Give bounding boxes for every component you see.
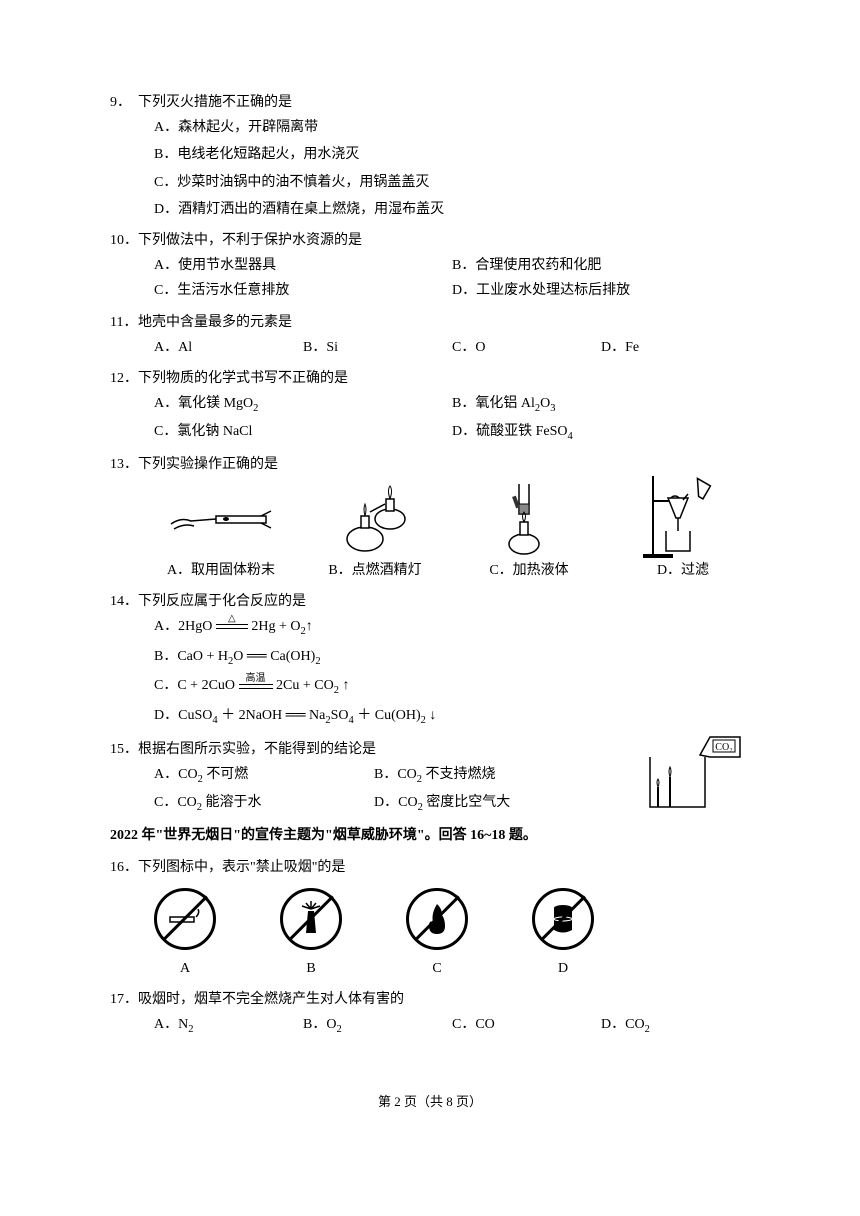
question-11: 11． 地壳中含量最多的元素是 A．Al B．Si C．O D．Fe (110, 310, 750, 360)
q12-stem: 下列物质的化学式书写不正确的是 (138, 366, 750, 391)
q11-opt-a: A．Al (154, 335, 303, 360)
q15-opt-c: C．CO2 能溶于水 (154, 790, 374, 818)
q17-opt-a: A．N2 (154, 1012, 303, 1040)
q16-item-a: A (154, 888, 216, 981)
question-9: 9． 下列灭火措施不正确的是 A．森林起火，开辟隔离带 B．电线老化短路起火，用… (110, 90, 750, 222)
q13-item-a: A．取用固体粉末 (154, 484, 288, 583)
q13-item-b: B．点燃酒精灯 (308, 484, 442, 583)
q12-opt-b: B．氧化铝 Al2O3 (452, 391, 750, 419)
q10-number: 10． (110, 228, 138, 253)
lab-filtration-icon (616, 484, 750, 554)
q9-number: 9． (110, 90, 138, 115)
q15-opt-d: D．CO2 密度比空气大 (374, 790, 594, 818)
q16-label-b: B (280, 956, 342, 981)
q9-stem: 下列灭火措施不正确的是 (138, 90, 750, 115)
q15-opt-b: B．CO2 不支持燃烧 (374, 762, 594, 790)
question-15: CO₂ 15． 根据右图所示实验，不能得到的结论是 A．CO2 不可燃 B．CO… (110, 737, 750, 818)
lab-powder-icon (154, 484, 288, 554)
q10-opt-d: D．工业废水处理达标后排放 (452, 278, 750, 303)
q10-opt-b: B．合理使用农药和化肥 (452, 253, 750, 278)
lab-heating-liquid-icon (462, 484, 596, 554)
q17-number: 17． (110, 987, 138, 1012)
q15-number: 15． (110, 737, 138, 762)
q11-opt-d: D．Fe (601, 335, 750, 360)
q9-opt-a: A．森林起火，开辟隔离带 (154, 115, 750, 140)
q10-opt-a: A．使用节水型器具 (154, 253, 452, 278)
q11-number: 11． (110, 310, 138, 335)
q12-opt-c: C．氯化钠 NaCl (154, 419, 452, 447)
q13-label-c: C．加热液体 (462, 558, 596, 583)
q14-number: 14． (110, 589, 138, 614)
q9-opt-d: D．酒精灯洒出的酒精在桌上燃烧，用湿布盖灭 (154, 197, 750, 222)
q13-number: 13． (110, 452, 138, 477)
q16-stem: 下列图标中，表示"禁止吸烟"的是 (138, 855, 750, 880)
q11-opt-b: B．Si (303, 335, 452, 360)
passage-text: 2022 年"世界无烟日"的宣传主题为"烟草威胁环境"。回答 16~18 题。 (110, 823, 750, 848)
q16-item-d: D (532, 888, 594, 981)
question-17: 17． 吸烟时，烟草不完全燃烧产生对人体有害的 A．N2 B．O2 C．CO D… (110, 987, 750, 1040)
no-smoking-icon (154, 888, 216, 950)
q16-label-c: C (406, 956, 468, 981)
q13-item-d: D．过滤 (616, 484, 750, 583)
svg-text:CO₂: CO₂ (715, 742, 732, 753)
q13-label-b: B．点燃酒精灯 (308, 558, 442, 583)
q14-opt-c: C．C + 2CuO 高温 2Cu + CO2 ↑ (154, 673, 750, 701)
q17-opt-b: B．O2 (303, 1012, 452, 1040)
q10-opt-c: C．生活污水任意排放 (154, 278, 452, 303)
q13-label-d: D．过滤 (616, 558, 750, 583)
q13-item-c: C．加热液体 (462, 484, 596, 583)
question-10: 10． 下列做法中，不利于保护水资源的是 A．使用节水型器具 B．合理使用农药和… (110, 228, 750, 304)
q9-opt-b: B．电线老化短路起火，用水浇灭 (154, 142, 750, 167)
no-fireworks-icon (280, 888, 342, 950)
q16-label-d: D (532, 956, 594, 981)
q16-number: 16． (110, 855, 138, 880)
q13-stem: 下列实验操作正确的是 (138, 452, 750, 477)
no-barrel-icon (532, 888, 594, 950)
q12-opt-a: A．氧化镁 MgO2 (154, 391, 452, 419)
co2-experiment-icon: CO₂ (640, 727, 750, 817)
question-13: 13． 下列实验操作正确的是 A．取用固体粉末 (110, 452, 750, 582)
question-16: 16． 下列图标中，表示"禁止吸烟"的是 A B (110, 855, 750, 981)
q17-opt-d: D．CO2 (601, 1012, 750, 1040)
no-open-flame-icon (406, 888, 468, 950)
q10-stem: 下列做法中，不利于保护水资源的是 (138, 228, 750, 253)
q11-opt-c: C．O (452, 335, 601, 360)
question-12: 12． 下列物质的化学式书写不正确的是 A．氧化镁 MgO2 B．氧化铝 Al2… (110, 366, 750, 447)
q13-label-a: A．取用固体粉末 (154, 558, 288, 583)
q17-stem: 吸烟时，烟草不完全燃烧产生对人体有害的 (138, 987, 750, 1012)
q16-label-a: A (154, 956, 216, 981)
q12-number: 12． (110, 366, 138, 391)
q16-item-b: B (280, 888, 342, 981)
q11-stem: 地壳中含量最多的元素是 (138, 310, 750, 335)
q12-opt-d: D．硫酸亚铁 FeSO4 (452, 419, 750, 447)
page-footer: 第 2 页（共 8 页） (110, 1090, 750, 1113)
q14-opt-b: B．CaO + H2O ══ Ca(OH)2 (154, 644, 750, 672)
q9-opt-c: C．炒菜时油锅中的油不慎着火，用锅盖盖灭 (154, 170, 750, 195)
q15-opt-a: A．CO2 不可燃 (154, 762, 374, 790)
q17-opt-c: C．CO (452, 1012, 601, 1040)
lab-alcohol-lamp-icon (308, 484, 442, 554)
q14-opt-a: A．2HgO △ 2Hg + O2↑ (154, 614, 750, 642)
question-14: 14． 下列反应属于化合反应的是 A．2HgO △ 2Hg + O2↑ B．Ca… (110, 589, 750, 731)
q16-item-c: C (406, 888, 468, 981)
